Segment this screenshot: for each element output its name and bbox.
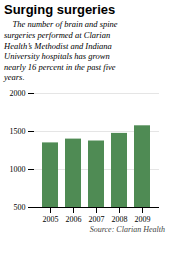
svg-text:2000: 2000 [10,89,26,98]
svg-text:2006: 2006 [66,215,82,224]
svg-text:2008: 2008 [112,215,128,224]
svg-text:2009: 2009 [135,215,151,224]
svg-text:500: 500 [14,203,26,212]
svg-text:2005: 2005 [43,215,59,224]
html-text:The number of brain and spine: The number of brain and spine surgeries … [4,19,118,83]
svg-text:1000: 1000 [10,165,26,174]
svg-text:2007: 2007 [89,215,105,224]
html-text:Source: Clarian Health: Source: Clarian Health [89,225,165,234]
svg-text:1500: 1500 [10,127,26,136]
html-text:Surging surgeries: Surging surgeries [4,2,116,17]
